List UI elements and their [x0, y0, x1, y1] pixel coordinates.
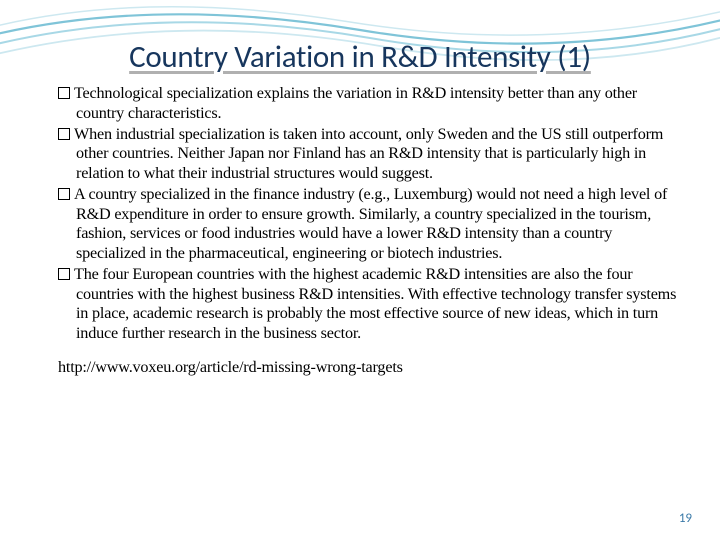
slide-title: Country Variation in R&D Intensity (1): [40, 38, 680, 76]
square-bullet-icon: [58, 87, 70, 99]
bullet-text: The four European countries with the hig…: [74, 265, 676, 342]
bullet-item: The four European countries with the hig…: [40, 265, 680, 344]
square-bullet-icon: [58, 188, 70, 200]
square-bullet-icon: [58, 268, 70, 280]
bullet-text: When industrial specialization is taken …: [74, 125, 663, 183]
bullet-list: Technological specialization explains th…: [40, 84, 680, 344]
square-bullet-icon: [58, 128, 70, 140]
bullet-item: When industrial specialization is taken …: [40, 125, 680, 184]
bullet-item: A country specialized in the finance ind…: [40, 185, 680, 264]
slide-container: Country Variation in R&D Intensity (1) T…: [0, 0, 720, 540]
bullet-item: Technological specialization explains th…: [40, 84, 680, 124]
bullet-text: A country specialized in the finance ind…: [74, 185, 667, 262]
source-url: http://www.voxeu.org/article/rd-missing-…: [40, 358, 680, 377]
bullet-text: Technological specialization explains th…: [74, 84, 637, 122]
page-number: 19: [679, 511, 692, 526]
